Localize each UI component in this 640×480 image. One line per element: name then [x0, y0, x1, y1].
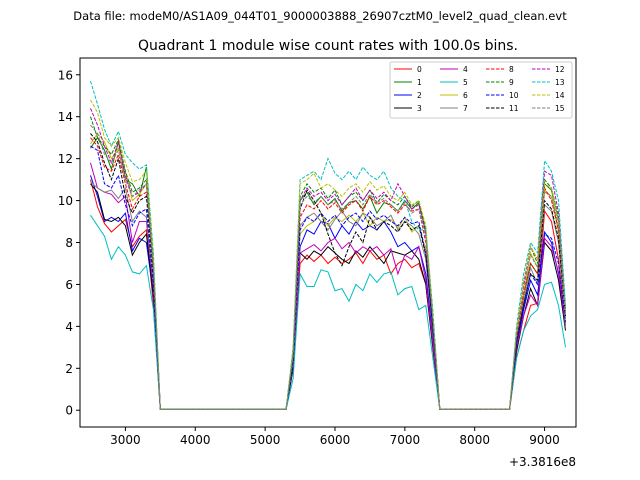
x-offset-label: +3.3816e8 [509, 455, 576, 469]
x-tick-label-4: 7000 [390, 433, 421, 447]
x-tick-label-2: 5000 [250, 433, 281, 447]
legend-label-2: 2 [417, 91, 422, 100]
legend-label-3: 3 [417, 104, 422, 113]
x-tick-label-1: 4000 [180, 433, 211, 447]
legend-label-1: 1 [417, 78, 422, 87]
series-line-10 [90, 145, 566, 410]
legend-box [389, 61, 573, 119]
y-tick-label-8: 16 [58, 68, 73, 82]
y-tick-label-3: 6 [65, 278, 73, 292]
y-tick-label-2: 4 [65, 320, 73, 334]
y-tick-label-5: 10 [58, 194, 73, 208]
legend-label-0: 0 [417, 65, 422, 74]
legend-label-7: 7 [463, 104, 468, 113]
data-file-label: Data file: modeM0/AS1A09_044T01_90000038… [73, 9, 567, 23]
x-tick-label-0: 3000 [110, 433, 141, 447]
y-tick-label-6: 12 [58, 152, 73, 166]
legend-label-14: 14 [555, 91, 565, 100]
legend-label-4: 4 [463, 65, 468, 74]
x-tick-label-6: 9000 [529, 433, 560, 447]
legend-label-15: 15 [555, 104, 565, 113]
plot-area: 3000 4000 5000 6000 7000 8000 9000 02468101214… [58, 57, 577, 469]
legend-label-11: 11 [509, 104, 519, 113]
y-tick-label-1: 2 [65, 362, 73, 376]
x-ticks: 3000 4000 5000 6000 7000 8000 9000 [110, 427, 560, 447]
series-group [90, 80, 566, 410]
legend-label-13: 13 [555, 78, 565, 87]
x-tick-label-3: 6000 [320, 433, 351, 447]
chart-title: Quadrant 1 module wise count rates with … [138, 38, 518, 54]
legend-label-9: 9 [509, 78, 514, 87]
legend-label-5: 5 [463, 78, 468, 87]
y-tick-label-0: 0 [65, 404, 73, 418]
y-tick-label-7: 14 [58, 110, 73, 124]
x-tick-label-5: 8000 [459, 433, 490, 447]
y-tick-label-4: 8 [65, 236, 73, 250]
legend-label-8: 8 [509, 65, 514, 74]
legend-label-6: 6 [463, 91, 468, 100]
legend-label-12: 12 [555, 65, 565, 74]
legend-label-10: 10 [509, 91, 519, 100]
series-line-15 [90, 124, 566, 410]
y-ticks: 0 2 4 6 8 10 12 14 16 [58, 68, 80, 418]
